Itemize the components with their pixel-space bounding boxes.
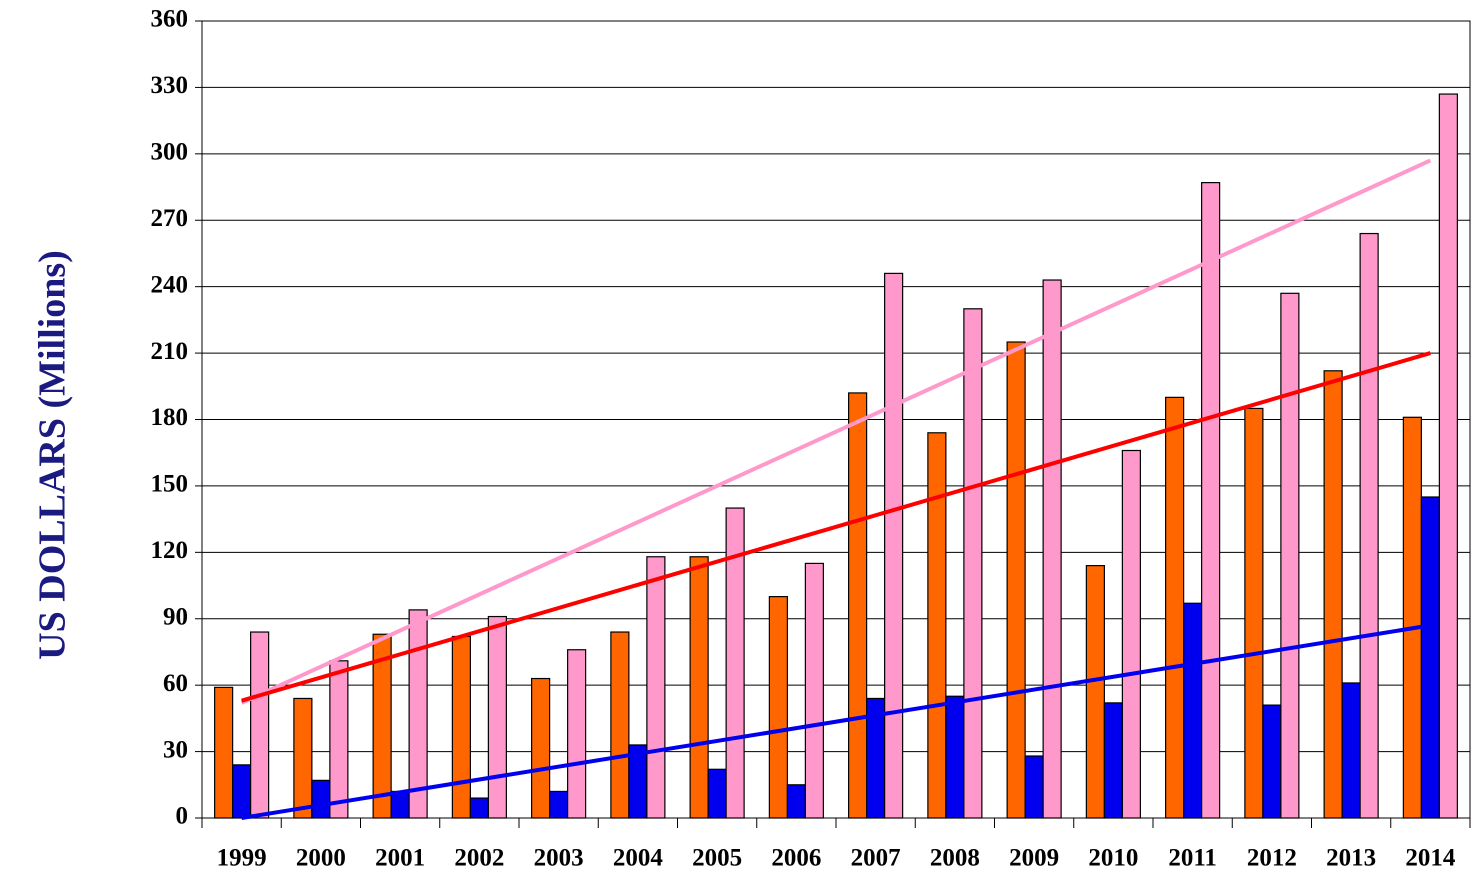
bar bbox=[884, 272, 904, 819]
y-tick-label: 60 bbox=[163, 670, 188, 697]
bar bbox=[804, 562, 824, 819]
bar bbox=[963, 308, 983, 819]
bar bbox=[549, 790, 569, 819]
trend-line bbox=[241, 351, 1431, 703]
bar bbox=[1183, 602, 1203, 819]
trend-line bbox=[240, 158, 1432, 705]
y-tick-label: 270 bbox=[151, 205, 189, 232]
bar bbox=[610, 631, 630, 819]
bar bbox=[469, 797, 489, 819]
bar bbox=[1042, 279, 1062, 819]
bar bbox=[214, 686, 234, 819]
bar bbox=[1244, 407, 1264, 819]
x-tick-label: 2003 bbox=[534, 845, 584, 872]
bar bbox=[1438, 93, 1458, 819]
bar bbox=[1323, 370, 1343, 819]
y-tick-label: 0 bbox=[176, 803, 189, 830]
x-tick-label: 2004 bbox=[613, 845, 664, 872]
x-tick-label: 2000 bbox=[296, 845, 346, 872]
x-tick-label: 2013 bbox=[1326, 845, 1376, 872]
x-tick-label: 2009 bbox=[1009, 845, 1059, 872]
y-tick-label: 240 bbox=[151, 271, 189, 298]
bar bbox=[232, 764, 252, 819]
y-tick-label: 90 bbox=[163, 603, 188, 630]
bar bbox=[707, 768, 727, 819]
bar bbox=[945, 695, 965, 819]
y-tick-label: 300 bbox=[151, 139, 189, 166]
bar bbox=[1280, 292, 1300, 819]
trend-line bbox=[241, 623, 1431, 820]
bar bbox=[1359, 232, 1379, 819]
x-tick-label: 1999 bbox=[217, 845, 267, 872]
y-tick-label: 150 bbox=[151, 471, 189, 498]
bar bbox=[848, 392, 868, 819]
bar bbox=[531, 677, 551, 819]
y-tick-label: 360 bbox=[151, 6, 189, 33]
x-tick-label: 2011 bbox=[1168, 845, 1217, 872]
bar bbox=[786, 784, 806, 819]
bar bbox=[372, 633, 392, 819]
bar bbox=[1341, 682, 1361, 819]
bar bbox=[487, 615, 507, 819]
bar bbox=[1006, 341, 1026, 819]
bar bbox=[451, 635, 471, 819]
bar bbox=[1085, 565, 1105, 819]
bar bbox=[1402, 416, 1422, 819]
x-tick-label: 2005 bbox=[692, 845, 742, 872]
x-tick-label: 2010 bbox=[1088, 845, 1138, 872]
x-tick-label: 2007 bbox=[851, 845, 901, 872]
y-axis-title: US DOLLARS (Millions) bbox=[32, 250, 74, 660]
bar bbox=[408, 609, 428, 819]
x-tick-label: 2008 bbox=[930, 845, 980, 872]
y-tick-label: 120 bbox=[151, 537, 189, 564]
bar bbox=[329, 660, 349, 819]
bar bbox=[768, 596, 788, 819]
bar bbox=[689, 556, 709, 819]
x-tick-label: 2012 bbox=[1247, 845, 1297, 872]
bar bbox=[1165, 396, 1185, 819]
bar bbox=[250, 631, 270, 819]
x-tick-label: 2014 bbox=[1405, 845, 1456, 872]
bar bbox=[390, 790, 410, 819]
bar bbox=[1262, 704, 1282, 819]
x-tick-label: 2002 bbox=[454, 845, 504, 872]
bar bbox=[311, 779, 331, 819]
bar bbox=[1420, 496, 1440, 819]
x-tick-label: 2006 bbox=[771, 845, 821, 872]
bar bbox=[1103, 702, 1123, 819]
bar bbox=[927, 432, 947, 819]
bar bbox=[293, 697, 313, 819]
bar bbox=[1121, 449, 1141, 819]
bar bbox=[1024, 755, 1044, 819]
bar bbox=[1201, 182, 1221, 819]
x-tick-label: 2001 bbox=[375, 845, 425, 872]
bar bbox=[646, 556, 666, 819]
y-tick-label: 180 bbox=[151, 404, 189, 431]
y-tick-label: 30 bbox=[163, 736, 188, 763]
bar bbox=[567, 649, 587, 819]
y-tick-label: 210 bbox=[151, 338, 189, 365]
y-tick-label: 330 bbox=[151, 72, 189, 99]
